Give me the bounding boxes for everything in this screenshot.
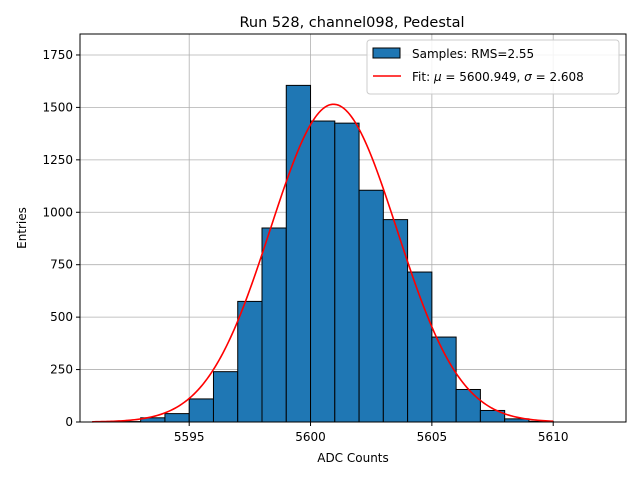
histogram-bar bbox=[455, 388, 481, 423]
plot-frame bbox=[79, 33, 627, 423]
x-tick-label: 5595 bbox=[174, 430, 205, 444]
y-tick-label: 750 bbox=[50, 258, 73, 272]
y-axis-label: Entries bbox=[15, 207, 29, 249]
histogram-bar bbox=[188, 398, 214, 423]
x-tick-label: 5600 bbox=[295, 430, 326, 444]
fit-curve bbox=[92, 103, 554, 423]
histogram-bar bbox=[164, 413, 190, 423]
y-tick-label: 250 bbox=[50, 363, 73, 377]
histogram-bar bbox=[358, 189, 384, 423]
x-axis-ticks: 5595 5600 5605 5610 bbox=[174, 422, 569, 444]
histogram-bar bbox=[285, 84, 312, 423]
x-axis-label: ADC Counts bbox=[317, 451, 389, 465]
y-tick-label: 1250 bbox=[42, 153, 73, 167]
legend-hist-swatch bbox=[372, 47, 401, 59]
x-tick-label: 5605 bbox=[417, 430, 448, 444]
y-axis-ticks: 0 250 500 750 1000 1250 1500 1750 bbox=[42, 48, 80, 429]
x-tick-label: 5610 bbox=[538, 430, 569, 444]
y-tick-label: 0 bbox=[65, 415, 73, 429]
legend-box bbox=[366, 39, 620, 95]
chart-title: Run 528, channel098, Pedestal bbox=[239, 15, 464, 31]
y-tick-label: 500 bbox=[50, 310, 73, 324]
histogram-bar bbox=[261, 227, 287, 423]
histogram-bar bbox=[212, 371, 239, 423]
y-tick-label: 1000 bbox=[42, 205, 73, 219]
legend-hist-label: Samples: RMS=2.55 bbox=[412, 47, 534, 61]
histogram-bar bbox=[334, 122, 360, 423]
legend-fit-label: Fit: μ = 5600.949, σ = 2.608 bbox=[412, 70, 584, 84]
y-tick-label: 1500 bbox=[42, 100, 73, 114]
histogram-bar bbox=[310, 120, 336, 423]
legend: Samples: RMS=2.55 Fit: μ = 5600.949, σ =… bbox=[366, 39, 620, 95]
histogram-bar bbox=[237, 300, 263, 423]
y-tick-label: 1750 bbox=[42, 48, 73, 62]
histogram-bar bbox=[431, 336, 457, 423]
